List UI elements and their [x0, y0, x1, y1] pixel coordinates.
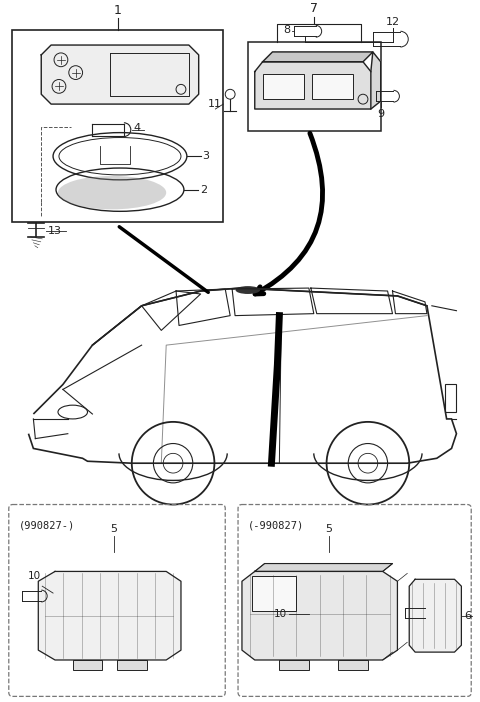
Polygon shape [409, 579, 461, 652]
Text: (990827-): (990827-) [19, 520, 75, 530]
Text: (-990827): (-990827) [248, 520, 304, 530]
FancyArrowPatch shape [255, 133, 323, 294]
Bar [252, 576, 296, 611]
Text: 10: 10 [28, 571, 41, 581]
Text: 12: 12 [385, 18, 399, 27]
Polygon shape [371, 52, 381, 109]
Bar [279, 660, 309, 670]
Text: 7: 7 [310, 1, 318, 15]
Text: 9: 9 [377, 109, 384, 119]
Text: 13: 13 [48, 226, 62, 236]
Polygon shape [255, 564, 393, 571]
Bar [312, 74, 353, 99]
Text: 6: 6 [464, 611, 471, 621]
Text: 5: 5 [110, 524, 118, 534]
Bar [117, 660, 146, 670]
Polygon shape [41, 45, 199, 104]
Ellipse shape [236, 286, 260, 294]
Polygon shape [263, 52, 373, 62]
Text: 2: 2 [200, 185, 207, 194]
Bar [248, 42, 381, 131]
Polygon shape [242, 571, 397, 660]
Bar [12, 30, 223, 222]
Polygon shape [255, 62, 371, 109]
Text: 4: 4 [134, 123, 141, 133]
Bar [338, 660, 368, 670]
Polygon shape [38, 571, 181, 660]
Text: 10: 10 [274, 609, 287, 618]
Bar [444, 385, 456, 412]
Text: 5: 5 [325, 524, 332, 534]
Bar [73, 660, 102, 670]
Text: 1: 1 [114, 4, 121, 17]
Text: 8: 8 [283, 25, 290, 35]
Text: 3: 3 [203, 151, 210, 161]
Text: 11: 11 [208, 99, 222, 109]
Ellipse shape [58, 176, 166, 209]
Bar [263, 74, 304, 99]
